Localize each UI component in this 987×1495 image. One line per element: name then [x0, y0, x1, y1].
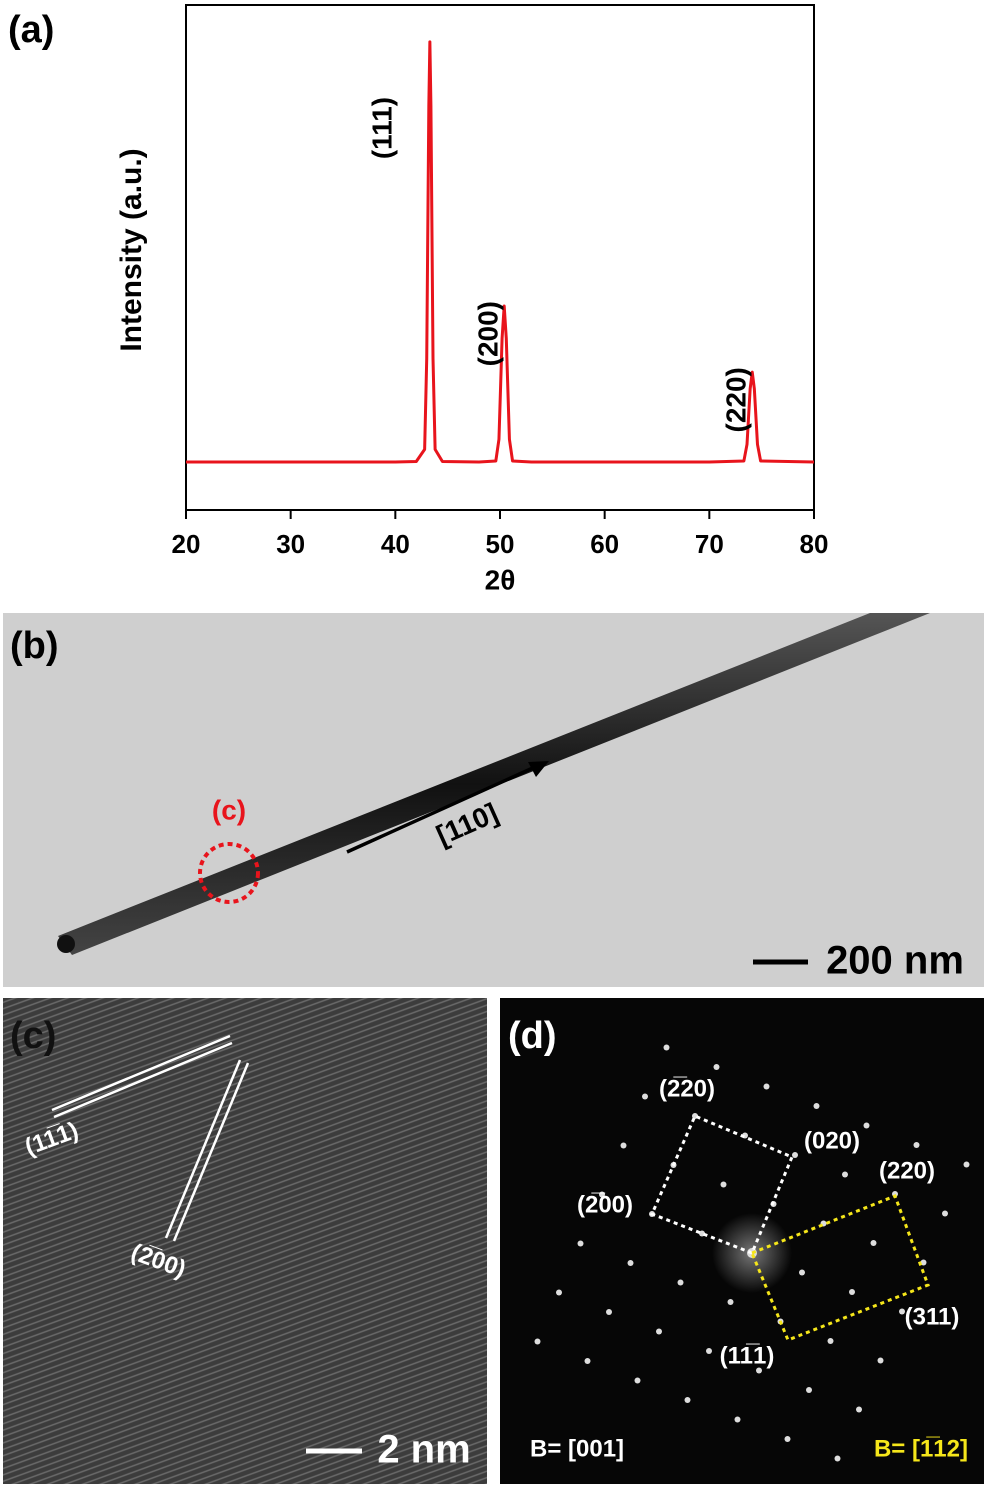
spot	[663, 1044, 670, 1051]
spot	[556, 1289, 562, 1296]
x-tick-label: 80	[800, 529, 829, 559]
arrow-head	[528, 761, 549, 777]
spot	[584, 1358, 591, 1364]
x-tick-label: 60	[590, 529, 619, 559]
spot	[834, 1455, 841, 1462]
hrtem-image	[3, 998, 487, 1484]
spot	[599, 1191, 605, 1198]
x-tick-label: 70	[695, 529, 724, 559]
panel-label: (a)	[8, 9, 54, 51]
spot	[863, 1122, 870, 1129]
x-axis-label: 2θ	[485, 564, 516, 595]
x-tick-label: 30	[276, 529, 305, 559]
spot-label: (020)	[804, 1127, 860, 1154]
panel-c: (c) (11̅1) (2̅00) 2 nm	[3, 998, 487, 1484]
spot	[963, 1161, 970, 1168]
spot	[677, 1279, 684, 1286]
region-label: (c)	[212, 794, 246, 825]
xrd-pattern	[186, 40, 815, 464]
cell-white	[649, 1114, 794, 1255]
scale-label: 200 nm	[826, 939, 964, 983]
x-tick-label: 40	[381, 529, 410, 559]
spot	[727, 1299, 734, 1305]
spot	[827, 1338, 834, 1344]
spot	[849, 1289, 855, 1295]
x-tick-label: 20	[172, 529, 201, 559]
spot	[799, 1269, 805, 1276]
spot	[920, 1259, 927, 1266]
spot	[720, 1181, 727, 1188]
spot	[913, 1142, 920, 1148]
spot	[842, 1171, 848, 1178]
region-circle	[198, 842, 260, 904]
spot	[734, 1416, 741, 1423]
scale-label: 2 nm	[377, 1428, 470, 1472]
panel-label: (c)	[10, 1015, 56, 1057]
panel-label: (b)	[10, 625, 59, 667]
spot	[856, 1406, 862, 1413]
panel-b: (b) (c) [110] 200 nm	[3, 613, 984, 987]
zone-axis: B= [001]	[530, 1435, 624, 1462]
spot-label: (220)	[879, 1157, 935, 1184]
spot	[577, 1240, 584, 1247]
cell-yellow	[750, 1194, 930, 1342]
peak-label: (111)	[366, 97, 397, 159]
spot	[534, 1338, 541, 1345]
x-tick-label: 50	[486, 529, 515, 559]
spot	[792, 1152, 798, 1158]
peak-label: (220)	[721, 367, 752, 432]
spot	[899, 1308, 905, 1315]
wire-tip	[57, 935, 75, 953]
spot	[870, 1240, 877, 1246]
spot	[684, 1397, 691, 1403]
spot	[634, 1377, 641, 1384]
spot	[763, 1083, 770, 1090]
zone-axis: B= [1̅12]	[874, 1435, 968, 1462]
plane-lines	[51, 1034, 250, 1242]
spot-label: (2̅20)	[659, 1075, 715, 1102]
plot: 20 30 40 50 60 70 80 (111) (200) (220)	[172, 40, 829, 559]
spot-label: (11̅1)	[720, 1342, 775, 1369]
spot	[784, 1436, 791, 1442]
y-axis-label: Intensity (a.u.)	[115, 148, 148, 351]
peak-label: (200)	[473, 301, 504, 366]
spot	[713, 1064, 720, 1070]
spot	[877, 1357, 884, 1364]
spot	[656, 1328, 662, 1335]
spot	[627, 1260, 634, 1266]
spot	[706, 1348, 712, 1354]
panel-d: (d) (2̅20) (020) (220) (2̅00) (311) (11̅…	[500, 998, 984, 1484]
spot	[642, 1093, 648, 1100]
spot-label: (311)	[905, 1303, 960, 1330]
spot-label: (2̅00)	[577, 1191, 633, 1218]
direction-arrow	[346, 765, 536, 854]
spot	[756, 1367, 762, 1374]
spot	[942, 1210, 948, 1217]
panel-label: (d)	[508, 1015, 557, 1057]
tem-image	[3, 613, 984, 987]
spot	[620, 1142, 627, 1149]
spot	[606, 1309, 612, 1315]
spot	[806, 1387, 812, 1393]
spot	[813, 1103, 820, 1109]
